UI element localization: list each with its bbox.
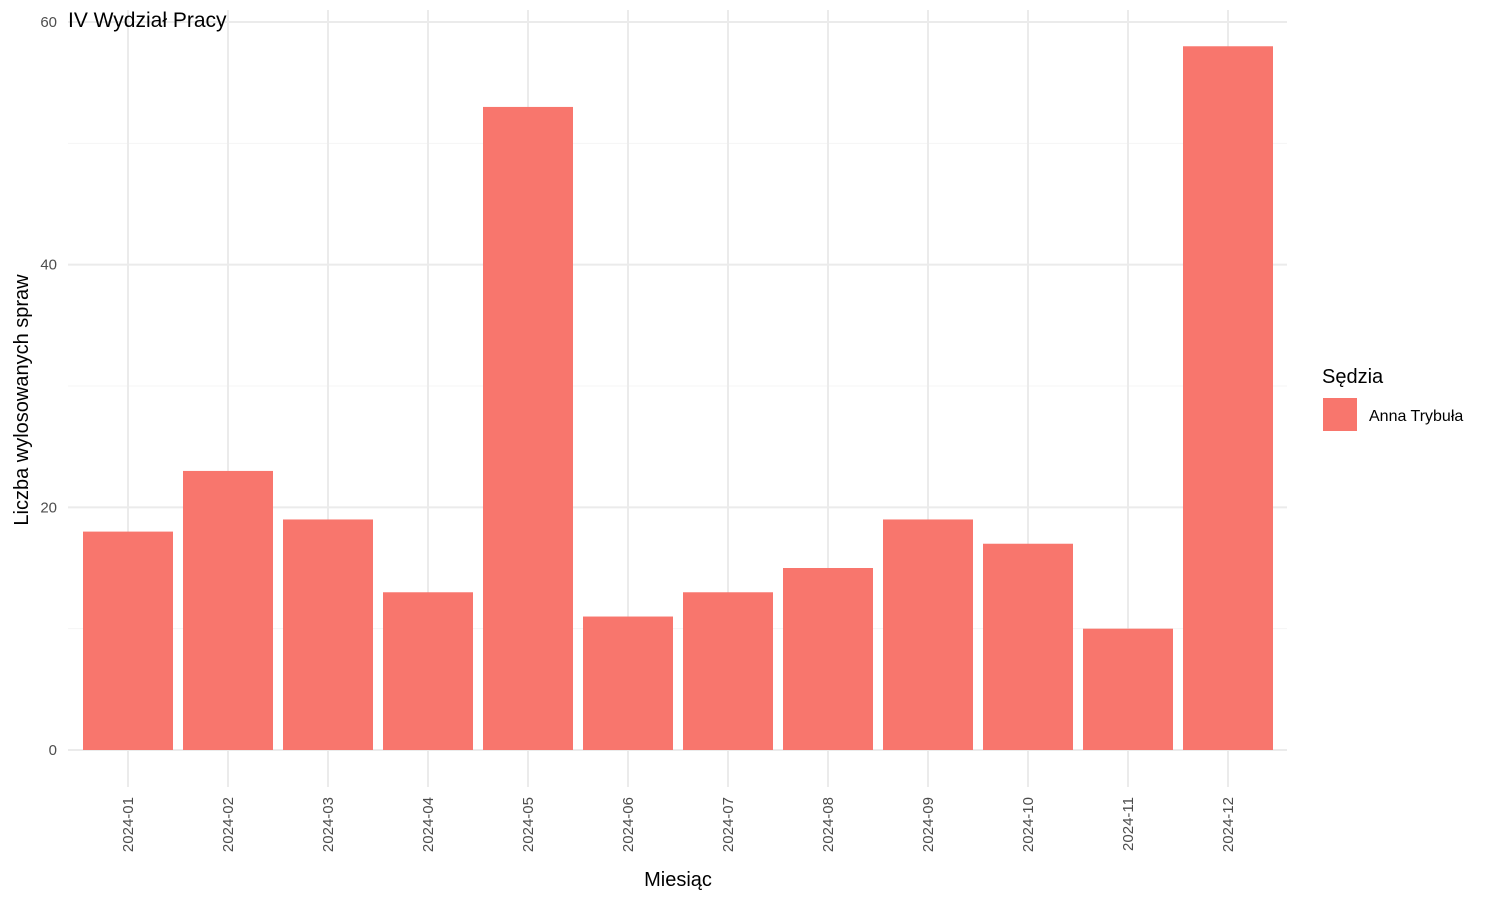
bar <box>1183 46 1273 751</box>
chart-title: IV Wydział Pracy <box>68 9 227 32</box>
legend: Sędzia Anna Trybuła <box>1322 366 1463 431</box>
x-tick-label: 2024-07 <box>720 797 737 852</box>
y-tick-label: 40 <box>40 257 57 274</box>
x-tick-label: 2024-12 <box>1220 797 1237 852</box>
x-axis-ticks: 2024-01 2024-02 2024-03 2024-04 2024-05 2024-… <box>120 797 1237 852</box>
y-tick-label: 20 <box>40 499 57 516</box>
y-axis-ticks: 0 20 40 60 <box>40 14 57 759</box>
bar <box>683 592 773 750</box>
bar <box>983 543 1073 750</box>
legend-title: Sędzia <box>1322 366 1384 388</box>
x-tick-label: 2024-04 <box>420 797 437 852</box>
bar <box>183 470 273 750</box>
y-tick-label: 60 <box>40 14 57 31</box>
bar <box>583 616 673 750</box>
y-tick-label: 0 <box>49 742 57 759</box>
x-tick-label: 2024-10 <box>1020 797 1037 852</box>
bar <box>883 519 973 750</box>
x-tick-label: 2024-11 <box>1120 797 1137 851</box>
bar <box>783 568 873 750</box>
bars <box>83 46 1273 751</box>
x-axis-title: Miesiąc <box>644 869 712 891</box>
x-tick-label: 2024-09 <box>920 797 937 852</box>
x-tick-label: 2024-02 <box>220 797 237 852</box>
y-axis-title: Liczba wylosowanych spraw <box>11 274 33 526</box>
x-tick-label: 2024-06 <box>620 797 637 852</box>
x-tick-label: 2024-01 <box>120 797 137 852</box>
bar <box>483 106 573 750</box>
bar <box>383 592 473 750</box>
x-tick-label: 2024-05 <box>520 797 537 852</box>
x-tick-label: 2024-08 <box>820 797 837 852</box>
bar <box>83 531 173 750</box>
bar <box>1083 628 1173 750</box>
x-tick-label: 2024-03 <box>320 797 337 852</box>
legend-key <box>1323 398 1357 431</box>
bar <box>283 519 373 750</box>
legend-label: Anna Trybuła <box>1369 408 1463 425</box>
